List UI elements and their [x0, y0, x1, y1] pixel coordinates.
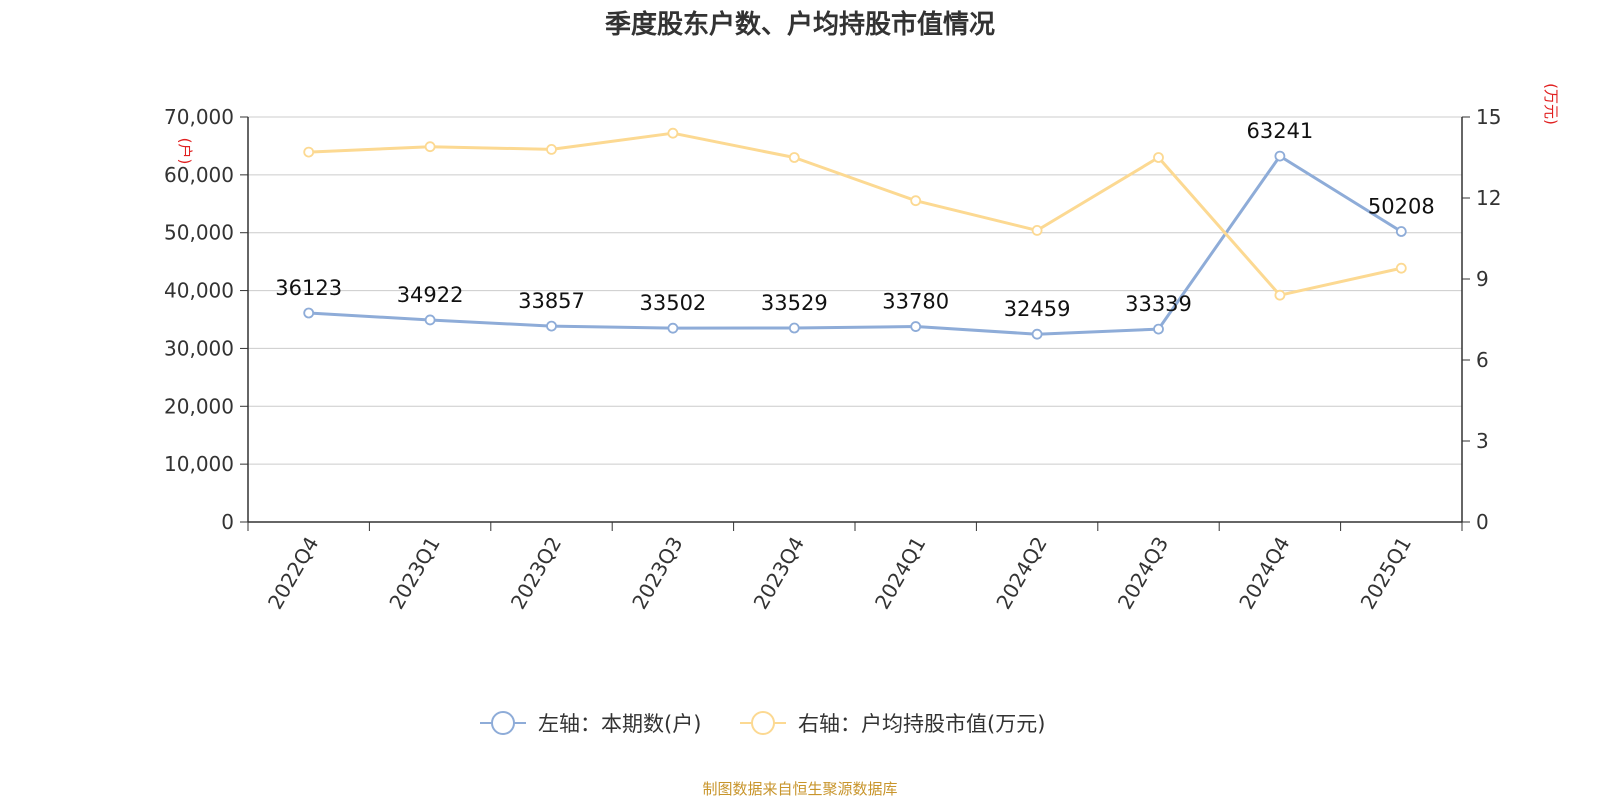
series2-point	[1031, 224, 1043, 236]
series1-point	[1395, 226, 1407, 237]
x-tick-label: 2023Q3	[627, 533, 687, 614]
x-tick-label: 2023Q2	[506, 533, 566, 614]
series1-point	[1031, 328, 1043, 340]
x-tick-label: 2024Q4	[1234, 533, 1294, 614]
series2-point	[1395, 262, 1407, 274]
grid-lines	[248, 116, 1462, 465]
left-axis-unit: (户)	[176, 138, 194, 165]
right-axis-unit: (万元)	[1542, 83, 1560, 125]
x-axis-ticks: 2022Q4 2023Q1 2023Q2 2023Q3 2023Q4 2024Q1 2024…	[247, 522, 1463, 614]
series1-data-label: 63241	[1246, 119, 1313, 143]
series1-data-label: 50208	[1368, 195, 1435, 219]
legend-series2-label: 右轴：户均持股市值(万元)	[798, 712, 1045, 736]
chart-title: 季度股东户数、户均持股市值情况	[604, 10, 995, 40]
x-tick-label: 2024Q2	[991, 533, 1051, 614]
series-line-1	[308, 154, 1403, 336]
series2-point	[910, 195, 922, 207]
right-axis-ticks: 0 3 6 9 12 15	[1462, 105, 1501, 534]
left-tick-label: 10,000	[164, 452, 234, 476]
left-axis-ticks: 0 10,000 20,000 30,000 40,000 50,000 60,000 70,…	[164, 105, 248, 534]
right-tick-label: 9	[1476, 267, 1489, 291]
left-tick-label: 70,000	[164, 105, 234, 129]
x-tick-label: 2024Q3	[1113, 533, 1173, 614]
legend-item-series2[interactable]: 右轴：户均持股市值(万元)	[740, 711, 1045, 736]
series1-data-label: 36123	[275, 276, 342, 300]
series2-point	[667, 127, 679, 139]
left-tick-label: 60,000	[164, 163, 234, 187]
x-tick-label: 2024Q1	[870, 533, 930, 614]
left-tick-label: 40,000	[164, 279, 234, 303]
x-tick-label: 2023Q4	[749, 533, 809, 614]
left-tick-label: 0	[221, 510, 234, 534]
series1-point	[424, 314, 436, 326]
series1-data-label: 33502	[639, 291, 706, 315]
right-tick-label: 0	[1476, 510, 1489, 534]
legend-series2-marker	[751, 711, 775, 735]
series1-point	[1153, 323, 1164, 335]
series1-point	[303, 307, 315, 319]
source-note: 制图数据来自恒生聚源数据库	[702, 780, 898, 798]
x-tick-label: 2023Q1	[384, 533, 444, 614]
series1-data-label: 33857	[518, 289, 585, 313]
series2-point	[424, 141, 436, 153]
legend-item-series1[interactable]: 左轴：本期数(户)	[480, 711, 701, 736]
series-line-2	[308, 131, 1402, 297]
x-tick-label: 2025Q1	[1356, 533, 1416, 614]
series1-point	[667, 322, 679, 334]
right-tick-label: 3	[1476, 429, 1489, 453]
right-tick-label: 6	[1476, 348, 1489, 372]
series1-data-label: 33529	[761, 291, 828, 315]
series1-data-label: 33339	[1125, 292, 1192, 316]
x-tick-label: 2022Q4	[263, 533, 323, 614]
legend-series1-label: 左轴：本期数(户)	[538, 712, 701, 736]
series1-data-label: 32459	[1004, 297, 1071, 321]
left-tick-label: 20,000	[164, 394, 234, 418]
series2-point	[546, 143, 557, 155]
series1-data-label: 34922	[397, 283, 464, 307]
legend[interactable]: 左轴：本期数(户) 右轴：户均持股市值(万元)	[480, 711, 1045, 736]
legend-series1-marker	[491, 711, 515, 735]
series2-point	[303, 146, 315, 158]
series1-point	[910, 321, 922, 332]
left-tick-label: 30,000	[164, 336, 234, 360]
series2-point	[1274, 289, 1286, 301]
series1-data-label: 33780	[882, 290, 949, 314]
right-tick-label: 15	[1476, 105, 1501, 129]
right-tick-label: 12	[1476, 186, 1501, 210]
series1-point	[546, 320, 557, 332]
series2-point	[788, 152, 800, 163]
series1-point	[788, 322, 800, 334]
series-layer: 36123 34922 33857 33502 33529 33780 32459 33339…	[275, 119, 1435, 340]
series2-point	[1153, 152, 1164, 163]
left-tick-label: 50,000	[164, 221, 234, 245]
series1-point	[1274, 150, 1286, 162]
